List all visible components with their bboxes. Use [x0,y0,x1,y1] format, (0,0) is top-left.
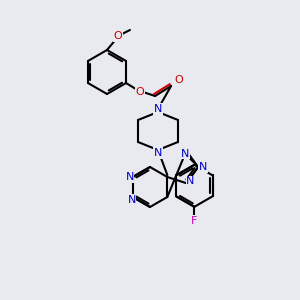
Text: O: O [136,87,144,97]
Text: N: N [181,149,190,159]
Text: F: F [191,216,197,226]
Text: N: N [186,176,194,186]
Text: N: N [128,195,136,205]
Text: N: N [125,172,134,182]
Text: N: N [154,148,162,158]
Text: O: O [175,75,183,85]
Text: N: N [199,162,207,172]
Text: N: N [154,104,162,114]
Text: O: O [114,31,122,41]
